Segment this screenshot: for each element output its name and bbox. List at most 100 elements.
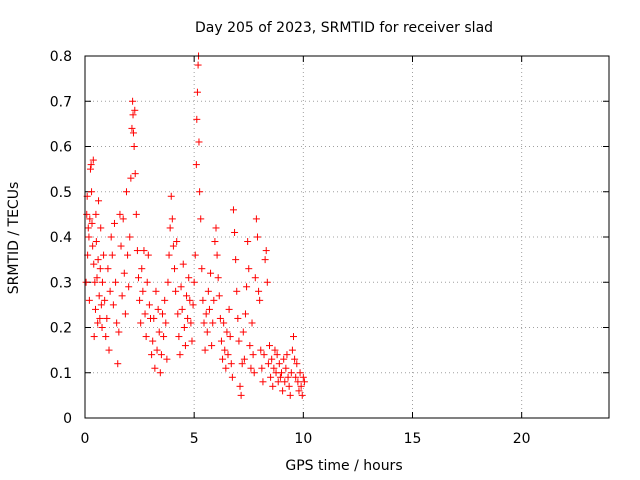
data-point [171, 265, 179, 273]
data-point [194, 61, 202, 69]
data-point [83, 210, 91, 218]
data-point [226, 333, 234, 341]
data-point [202, 310, 210, 318]
data-point [91, 305, 99, 313]
y-tick-label: 0.4 [50, 230, 72, 246]
data-point [291, 355, 299, 363]
data-point [270, 364, 278, 372]
data-point [86, 215, 94, 223]
data-point [186, 296, 194, 304]
data-point [224, 351, 232, 359]
data-point [279, 387, 287, 395]
data-point [92, 238, 100, 246]
data-point [163, 355, 171, 363]
data-point [82, 278, 90, 286]
data-point [120, 269, 128, 277]
data-point [130, 143, 138, 150]
data-point [124, 251, 132, 259]
data-point [236, 382, 244, 390]
data-point [177, 283, 185, 291]
data-point [151, 364, 159, 372]
data-point [215, 292, 223, 300]
data-point [172, 287, 180, 295]
data-point [98, 324, 106, 331]
data-point [189, 301, 197, 309]
data-point [86, 165, 94, 173]
data-point [296, 369, 304, 377]
data-point [200, 319, 208, 327]
data-point [168, 215, 176, 223]
data-point [148, 351, 156, 359]
data-point [90, 333, 98, 341]
data-point [257, 346, 265, 354]
data-point [219, 355, 227, 363]
data-point [234, 314, 242, 322]
data-point [274, 378, 282, 386]
data-point [96, 314, 104, 322]
data-point [87, 161, 95, 169]
data-point [174, 310, 182, 318]
data-point [137, 319, 145, 327]
data-point [211, 238, 219, 246]
data-point [104, 265, 112, 273]
data-point [128, 124, 136, 132]
data-point [214, 274, 222, 282]
data-point [110, 219, 118, 227]
data-point [293, 360, 301, 368]
data-point [292, 373, 300, 381]
data-point [160, 333, 168, 341]
data-point [268, 355, 276, 363]
data-point [149, 337, 157, 345]
data-point [259, 378, 267, 386]
data-point [96, 265, 104, 273]
data-point [192, 161, 200, 169]
data-point [132, 210, 140, 218]
data-point [285, 382, 293, 390]
data-point [205, 305, 213, 313]
data-point [105, 346, 113, 354]
data-point [193, 88, 201, 96]
data-point [196, 188, 204, 196]
data-point [88, 188, 96, 196]
data-point [89, 242, 97, 250]
data-point [246, 342, 254, 350]
data-point [193, 115, 201, 123]
data-point [227, 360, 235, 368]
data-point [88, 219, 96, 227]
data-point [90, 260, 98, 268]
data-point [167, 192, 175, 200]
data-point [294, 378, 302, 386]
data-point [260, 351, 268, 359]
data-point [94, 256, 102, 264]
data-point [166, 224, 174, 232]
data-point [131, 170, 139, 178]
data-point [108, 251, 116, 259]
data-point [300, 378, 308, 386]
data-point [280, 355, 288, 363]
data-point [92, 210, 100, 218]
data-point [118, 292, 126, 300]
data-point [228, 373, 236, 381]
data-point [179, 260, 187, 268]
data-point [198, 265, 206, 273]
data-point [178, 305, 186, 313]
data-point [251, 274, 259, 282]
y-tick-label: 0 [63, 411, 72, 427]
data-point [139, 287, 147, 295]
data-point [237, 391, 245, 399]
y-tick-label: 0.3 [50, 275, 72, 291]
data-point [283, 351, 291, 359]
data-point [100, 251, 108, 259]
data-point [265, 342, 273, 350]
data-point [287, 369, 295, 377]
data-point [84, 224, 92, 232]
y-tick-label: 0.5 [50, 185, 72, 201]
x-axis-label: GPS time / hours [285, 458, 402, 474]
data-point [93, 274, 101, 282]
data-point [85, 233, 93, 241]
data-point [281, 378, 289, 386]
x-tick-label: 0 [81, 431, 90, 447]
data-point [250, 369, 258, 377]
data-point [252, 215, 260, 223]
